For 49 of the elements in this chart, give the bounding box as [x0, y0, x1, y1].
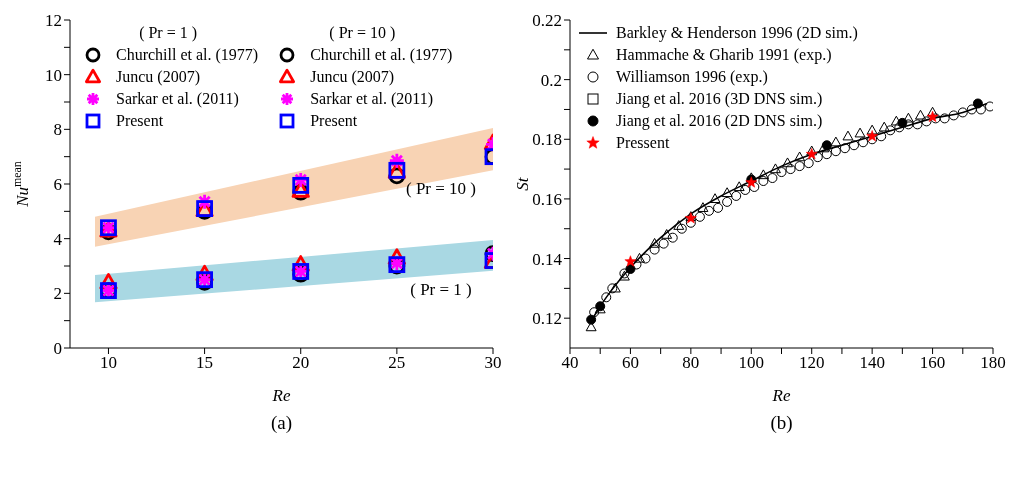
x-tick-label: 15	[196, 353, 214, 373]
legend-label: Juncu (2007)	[116, 67, 200, 87]
legend-label: Pressent	[616, 133, 670, 153]
x-tick-label: 160	[919, 353, 946, 373]
legend-label: Sarkar et al. (2011)	[310, 89, 434, 109]
y-axis-title: St	[513, 176, 532, 191]
y-tick-label: 4	[53, 229, 63, 249]
legend-label: Present	[116, 111, 164, 131]
y-tick-label: 2	[53, 284, 62, 304]
legend-label: Jiang et al. 2016 (2D DNS sim.)	[616, 111, 823, 131]
x-axis-title: Re	[771, 386, 791, 405]
x-tick-label: 20	[292, 353, 310, 373]
x-tick-label: 30	[484, 353, 502, 373]
x-tick-label: 100	[738, 353, 765, 373]
legend-label: Sarkar et al. (2011)	[116, 89, 239, 109]
legend-label: Barkley & Henderson 1996 (2D sim.)	[616, 23, 858, 43]
annotation: ( Pr = 1 )	[138, 23, 199, 43]
x-tick-label: 25	[388, 353, 406, 373]
x-tick-label: 80	[682, 353, 700, 373]
y-tick-label: 12	[45, 11, 62, 31]
y-tick-label: 0.22	[532, 11, 562, 31]
legend-label: Present	[310, 111, 358, 131]
legend-label: Williamson 1996 (exp.)	[616, 67, 768, 87]
x-tick-label: 10	[99, 353, 117, 373]
legend-label: Hammache & Gharib 1991 (exp.)	[616, 45, 832, 65]
y-tick-label: 0.16	[532, 189, 562, 209]
y-tick-label: 0.14	[532, 249, 563, 269]
y-tick-label: 0	[53, 339, 62, 359]
y-tick-label: 6	[53, 175, 62, 195]
annotation: ( Pr = 1 )	[410, 279, 472, 299]
text: (a)	[269, 412, 294, 434]
y-tick-label: 0.18	[532, 130, 562, 150]
x-tick-label: 120	[798, 353, 825, 373]
legend-label: Churchill et al. (1977)	[310, 45, 453, 65]
text: (b)	[769, 412, 794, 434]
annotation: ( Pr = 10 )	[405, 179, 477, 199]
x-tick-label: 40	[561, 353, 579, 373]
y-tick-label: 0.2	[540, 70, 562, 90]
y-tick-label: 0.12	[532, 309, 562, 329]
legend-label: Churchill et al. (1977)	[116, 45, 259, 65]
y-tick-label: 8	[53, 120, 62, 140]
annotation: ( Pr = 10 )	[328, 23, 397, 43]
legend-label: Juncu (2007)	[310, 67, 395, 87]
x-axis-title: Re	[271, 386, 291, 405]
legend-label: Jiang et al. 2016 (3D DNS sim.)	[616, 89, 823, 109]
x-tick-label: 180	[980, 353, 1006, 373]
x-tick-label: 60	[621, 353, 639, 373]
y-tick-label: 10	[45, 65, 62, 85]
x-tick-label: 140	[859, 353, 885, 373]
